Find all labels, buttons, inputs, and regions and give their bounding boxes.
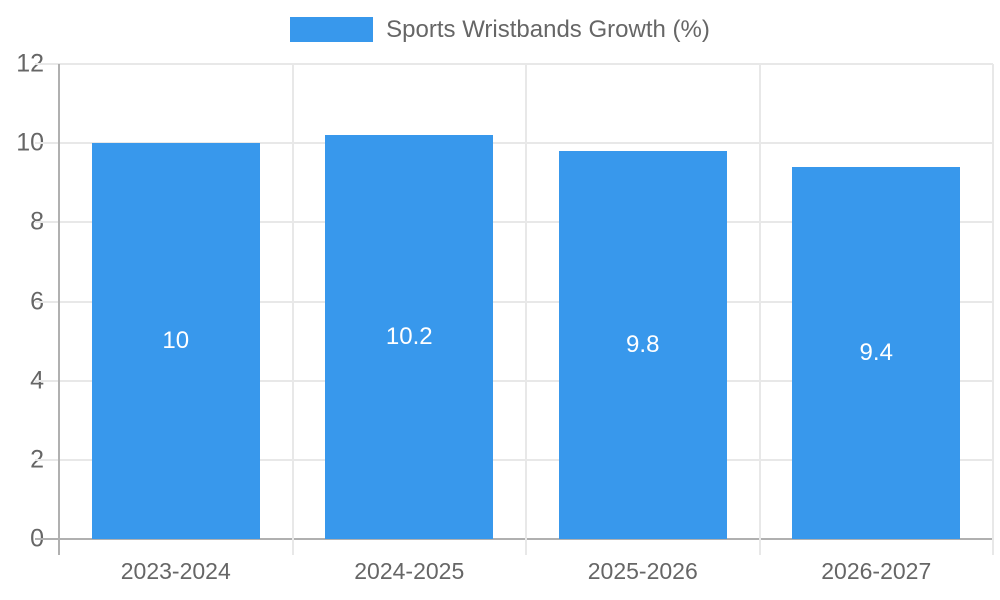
- bars-layer: 10 10.2 9.8 9.4: [59, 64, 993, 539]
- bar-2026-2027[interactable]: 9.4: [792, 166, 961, 539]
- gridline-y-4: [35, 379, 993, 382]
- gridline-y-8: [35, 221, 993, 224]
- chart-legend[interactable]: Sports Wristbands Growth (%): [0, 17, 1000, 42]
- x-tick-label-2025-2026: 2025-2026: [587, 558, 698, 584]
- gridline-x-2: [525, 64, 527, 555]
- bar-2024-2025[interactable]: 10.2: [325, 135, 494, 539]
- gridline-x-4: [992, 64, 994, 555]
- bar-value-label: 9.8: [626, 331, 660, 359]
- bar-slot-2023-2024: 10: [59, 64, 293, 539]
- bar-slot-2024-2025: 10.2: [293, 64, 527, 539]
- bar-slot-2025-2026: 9.8: [526, 64, 760, 539]
- bar-value-label: 9.4: [859, 338, 893, 366]
- plot-area: 10 10.2 9.8 9.4: [35, 63, 994, 555]
- bar-2025-2026[interactable]: 9.8: [558, 151, 727, 539]
- x-tick-label-2023-2024: 2023-2024: [120, 558, 231, 584]
- bar-2023-2024[interactable]: 10: [91, 143, 260, 539]
- x-axis-baseline: [35, 538, 993, 540]
- gridline-x-3: [758, 64, 761, 555]
- legend-color-swatch: [290, 17, 374, 42]
- legend-label: Sports Wristbands Growth (%): [386, 15, 710, 43]
- bar-value-label: 10.2: [385, 323, 433, 351]
- bar-slot-2026-2027: 9.4: [760, 64, 994, 539]
- gridline-y-10: [35, 142, 993, 145]
- x-tick-label-2024-2025: 2024-2025: [354, 558, 465, 584]
- gridline-x-1: [291, 64, 294, 555]
- x-tick-label-2026-2027: 2026-2027: [821, 558, 932, 584]
- y-axis-line: [58, 64, 60, 555]
- bar-value-label: 10: [162, 327, 190, 355]
- gridline-y-2: [35, 458, 993, 461]
- gridline-y-6: [35, 300, 993, 303]
- x-axis-labels: 2023-2024 2024-2025 2025-2026 2026-2027: [59, 558, 993, 586]
- gridline-y-12: [35, 63, 993, 65]
